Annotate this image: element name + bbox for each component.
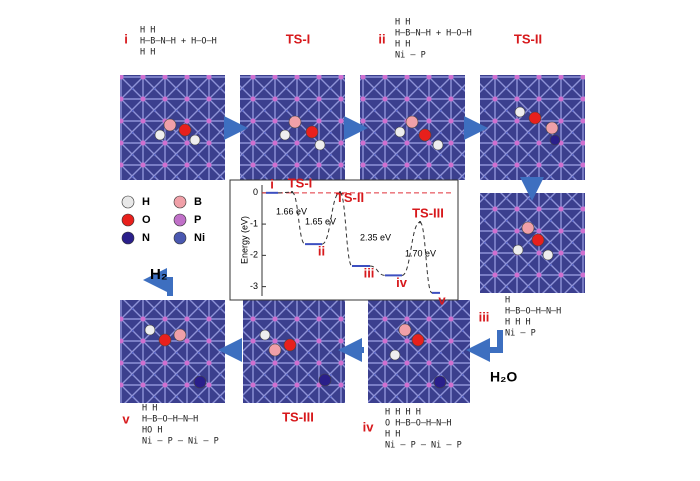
structure-line: O H–B–O–H–N–H: [385, 419, 452, 429]
connector: [419, 221, 433, 294]
legend-swatch: [173, 195, 187, 209]
panel-label: iii: [479, 309, 490, 324]
panel-label: TS-I: [286, 31, 311, 46]
molecules: [144, 106, 561, 389]
panel-label: i: [124, 31, 128, 46]
legend-label: Ni: [194, 232, 205, 244]
connector: [277, 191, 293, 194]
state-label: TS-III: [412, 206, 444, 221]
state-label: ii: [318, 244, 325, 259]
connector: [291, 191, 306, 245]
structure-line: H H: [140, 26, 155, 36]
energy-chart-frame: [229, 179, 459, 301]
y-axis-label: Energy (eV): [239, 216, 249, 264]
structure-line: H H: [395, 18, 410, 28]
state-label: i: [270, 176, 274, 191]
barrier-label: 1.66 eV: [276, 206, 307, 216]
structure-line: Ni – P – Ni – P: [142, 437, 219, 447]
structure-line: H H H: [505, 318, 531, 328]
y-tick-label: -1: [250, 218, 258, 228]
structure-line: H H: [142, 404, 157, 414]
structure-line: Ni – P: [395, 51, 426, 61]
legend-label: H: [142, 196, 150, 208]
state-label: iv: [396, 275, 408, 290]
legend-swatch: [173, 213, 187, 227]
y-tick-label: -3: [250, 281, 258, 291]
structure-line: H–B–N–H + H–O–H: [395, 29, 472, 39]
legend-label: B: [194, 196, 202, 208]
surface-image: [120, 300, 225, 403]
structure-line: H H: [385, 430, 400, 440]
panel-label: v: [122, 411, 130, 426]
structure-line: Ni – P – Ni – P: [385, 441, 462, 451]
panel-label: ii: [378, 31, 385, 46]
structure-line: H–B–O–H–N–H: [505, 307, 561, 317]
legend-label: O: [142, 214, 151, 226]
structure-line: H–B–N–H + H–O–H: [140, 37, 217, 47]
barrier-label: 1.70 eV: [405, 248, 436, 258]
connector: [401, 221, 421, 276]
product-label: H₂: [150, 266, 168, 283]
connector: [339, 192, 353, 267]
legend-swatch: [121, 213, 135, 227]
surface-image: [480, 75, 585, 180]
structure-line: H–B–O–H–N–H: [142, 415, 198, 425]
legend-swatch: [173, 231, 187, 245]
connector: [369, 265, 386, 276]
barrier-label: 2.35 eV: [360, 232, 391, 242]
legend-label: N: [142, 232, 150, 244]
structure-line: H H H H: [385, 408, 421, 418]
arrows: [143, 116, 544, 362]
state-label: iii: [364, 265, 375, 280]
y-tick-label: -2: [250, 250, 258, 260]
structure-line: H: [505, 296, 510, 306]
structure-line: HO H: [142, 426, 162, 436]
surface-image: [368, 300, 470, 403]
connector: [321, 192, 341, 245]
legend-swatch: [121, 195, 135, 209]
legend-swatch: [121, 231, 135, 245]
state-label: v: [438, 292, 446, 307]
product-label: H₂O: [490, 369, 517, 385]
surface-image: [243, 300, 345, 403]
panel-label: TS-II: [514, 31, 542, 46]
y-tick-label: 0: [253, 187, 258, 197]
structure-line: H H: [395, 40, 410, 50]
panel-label: iv: [363, 419, 375, 434]
legend-label: P: [194, 214, 201, 226]
structure-line: H H: [140, 48, 155, 58]
panel-label: TS-III: [282, 409, 314, 424]
state-label: TS-I: [288, 176, 313, 191]
barrier-label: 1.65 eV: [305, 216, 336, 226]
structure-line: Ni – P: [505, 329, 536, 339]
